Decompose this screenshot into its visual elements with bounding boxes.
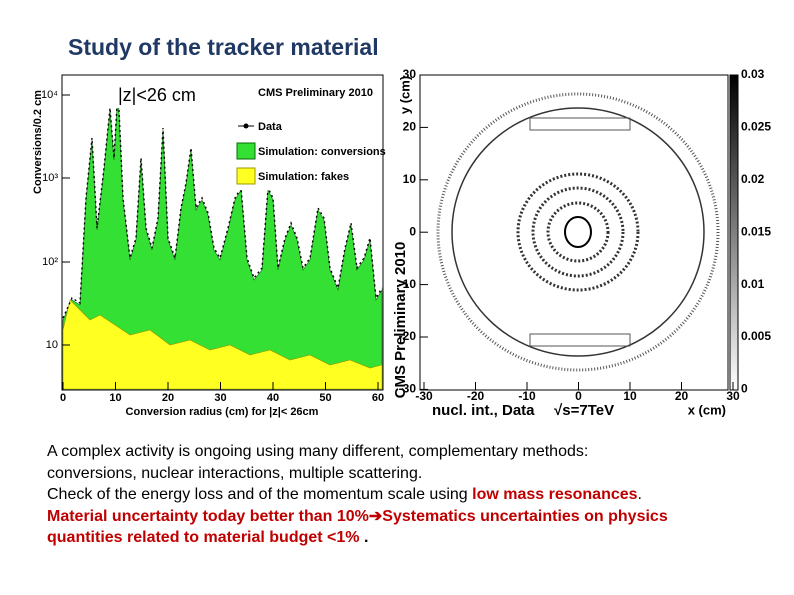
legend-label: Simulation: conversions xyxy=(258,146,386,158)
y-tick-label: 10⁴ xyxy=(41,89,58,101)
arrow: ➔ xyxy=(368,507,383,525)
x-tick-label: 40 xyxy=(267,392,279,404)
text: Material uncertainty today better than 1… xyxy=(47,507,369,525)
colorbar-tick-label: 0.01 xyxy=(741,277,765,291)
y-tick-label: -10 xyxy=(399,277,417,291)
slide-title: Study of the tracker material xyxy=(68,34,379,60)
text: conversions, nuclear interactions, multi… xyxy=(47,464,423,482)
caption: nucl. int., Data xyxy=(432,402,535,419)
legend-label: Data xyxy=(258,121,283,133)
right-plot: y (cm) CMS Preliminary 2010 nucl. int., … xyxy=(392,67,771,419)
x-axis-label: x (cm) xyxy=(688,402,726,417)
annotation: |z|<26 cm xyxy=(118,85,196,105)
y-tick-label: -20 xyxy=(399,329,417,343)
text-line: Check of the energy loss and of the mome… xyxy=(47,484,668,506)
x-tick-label: 30 xyxy=(726,389,740,403)
fakes-histogram xyxy=(62,299,383,390)
x-tick-label: 20 xyxy=(162,392,174,404)
support xyxy=(529,117,631,131)
x-tick-label: 60 xyxy=(372,392,384,404)
figures: |z|<26 cm CMS Preliminary 2010 Data Simu… xyxy=(32,67,771,419)
y-tick-label: 10² xyxy=(42,256,58,268)
legend-swatch xyxy=(236,142,256,160)
colorbar-tick-label: 0.03 xyxy=(741,67,765,81)
y-axis-label: y (cm) xyxy=(397,76,412,114)
ring xyxy=(451,107,705,357)
left-plot: |z|<26 cm CMS Preliminary 2010 Data Simu… xyxy=(32,74,386,418)
y-tick-label: 10³ xyxy=(42,172,58,184)
text: . xyxy=(359,529,369,546)
text-line: quantities related to material budget <1… xyxy=(47,527,668,549)
colorbar-tick-label: 0 xyxy=(741,382,748,396)
body-text: A complex activity is ongoing using many… xyxy=(47,441,668,549)
highlight: low mass resonances xyxy=(472,486,638,503)
text-line: conversions, nuclear interactions, multi… xyxy=(47,463,668,485)
legend-label: Simulation: fakes xyxy=(258,171,349,183)
ring xyxy=(436,92,720,372)
colorbar-tick-label: 0.015 xyxy=(741,224,771,238)
x-tick-label: -10 xyxy=(518,389,536,403)
ring xyxy=(516,172,640,292)
y-axis-label: Conversions/0.2 cm xyxy=(32,90,44,194)
conversions-histogram xyxy=(62,89,383,390)
y-tick-label: 10 xyxy=(46,339,58,351)
x-tick-label: 0 xyxy=(60,392,66,404)
y-tick-label: 10 xyxy=(403,172,417,186)
text: Check of the energy loss and of the mome… xyxy=(47,486,473,503)
y-tick-label: 0 xyxy=(409,224,416,238)
ring xyxy=(546,201,610,263)
colorbar xyxy=(729,74,739,391)
legend-box xyxy=(232,82,380,190)
ring xyxy=(564,216,592,248)
plot-frame xyxy=(419,74,729,391)
x-tick-label: 20 xyxy=(675,389,689,403)
ring xyxy=(531,186,625,278)
legend-swatch xyxy=(236,167,256,185)
y-tick-label: 30 xyxy=(403,67,417,81)
x-tick-label: 50 xyxy=(319,392,331,404)
x-tick-label: 10 xyxy=(109,392,121,404)
x-tick-label: 0 xyxy=(575,389,582,403)
colorbar-tick-label: 0.02 xyxy=(741,172,765,186)
banner: CMS Preliminary 2010 xyxy=(392,242,409,399)
x-axis-label: Conversion radius (cm) for |z|< 26cm xyxy=(126,406,319,418)
text: quantities related to material budget <1… xyxy=(47,529,360,546)
text-line: A complex activity is ongoing using many… xyxy=(47,441,668,463)
text: A complex activity is ongoing using many… xyxy=(47,443,589,460)
x-tick-label: 30 xyxy=(214,392,226,404)
text: Systematics uncertainties on physics xyxy=(382,507,668,525)
x-tick-label: 10 xyxy=(623,389,637,403)
y-tick-label: -30 xyxy=(399,382,417,396)
banner: CMS Preliminary 2010 xyxy=(258,87,373,99)
x-tick-label: -20 xyxy=(467,389,485,403)
colorbar-tick-label: 0.005 xyxy=(741,329,771,343)
y-tick-label: 20 xyxy=(403,120,417,134)
energy: √s=7TeV xyxy=(554,402,614,419)
text: . xyxy=(637,486,642,503)
annotation-bg xyxy=(112,84,212,108)
x-tick-label: -30 xyxy=(415,389,433,403)
colorbar-tick-label: 0.025 xyxy=(741,120,771,134)
support xyxy=(529,333,631,347)
text-line: Material uncertainty today better than 1… xyxy=(47,506,668,528)
